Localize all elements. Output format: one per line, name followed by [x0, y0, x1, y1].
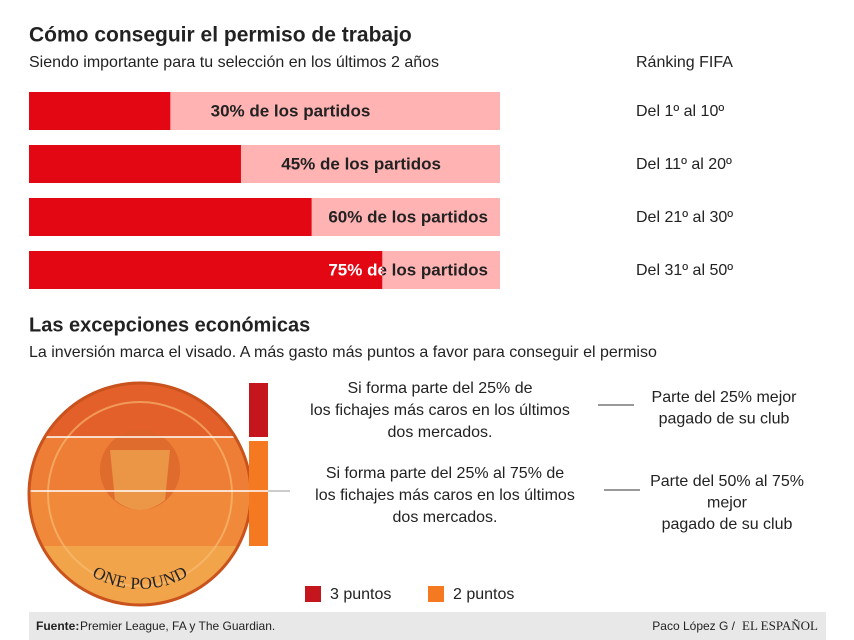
legend-swatch	[305, 586, 321, 602]
row-description: Si forma parte del 25% de	[348, 380, 533, 397]
points-block	[249, 383, 268, 437]
row-detail: pagado de su club	[662, 516, 793, 533]
row-description: Si forma parte del 25% al 75% de	[326, 465, 564, 482]
bar	[29, 251, 383, 289]
bar	[29, 198, 312, 236]
brand: EL ESPAÑOL	[742, 618, 818, 633]
chart-title: Cómo conseguir el permiso de trabajo	[29, 24, 412, 47]
row-description: los fichajes más caros en los últimos	[310, 402, 570, 419]
row-detail: pagado de su club	[659, 411, 790, 428]
bar	[29, 145, 241, 183]
row-detail: Parte del 50% al 75%	[650, 473, 804, 490]
value-label: 45% de los partidos	[281, 154, 441, 173]
value-label: 75% de los partidos	[328, 260, 488, 279]
value-label: 60% de los partidos	[328, 207, 488, 226]
value-label: 30% de los partidos	[211, 101, 371, 120]
row-detail: mejor	[707, 495, 748, 512]
author: Paco López G /	[652, 619, 735, 633]
value-label: 75% de los partidos	[328, 260, 488, 279]
coin: ONE POUND	[27, 381, 253, 607]
category-label: Del 1º al 10º	[636, 103, 724, 120]
row-description: los fichajes más caros en los últimos	[315, 487, 575, 504]
source-label: Fuente:	[36, 619, 79, 633]
legend-label: 2 puntos	[453, 586, 514, 603]
section-title: Las excepciones económicas	[29, 314, 310, 336]
points-block	[249, 441, 268, 546]
section-subtitle: La inversión marca el visado. A más gast…	[29, 344, 657, 361]
category-label: Del 21º al 30º	[636, 209, 733, 226]
legend-swatch	[428, 586, 444, 602]
category-label: Del 11º al 20º	[636, 156, 732, 173]
row-description: dos mercados.	[393, 509, 498, 526]
legend-label: 3 puntos	[330, 586, 391, 603]
row-detail: Parte del 25% mejor	[652, 389, 798, 406]
category-header: Ránking FIFA	[636, 54, 733, 71]
source: Premier League, FA y The Guardian.	[80, 619, 275, 633]
row-description: dos mercados.	[388, 424, 493, 441]
footer-band	[29, 612, 826, 640]
category-label: Del 31º al 50º	[636, 262, 733, 279]
bar	[29, 92, 171, 130]
chart-subtitle: Siendo importante para tu selección en l…	[29, 54, 439, 71]
